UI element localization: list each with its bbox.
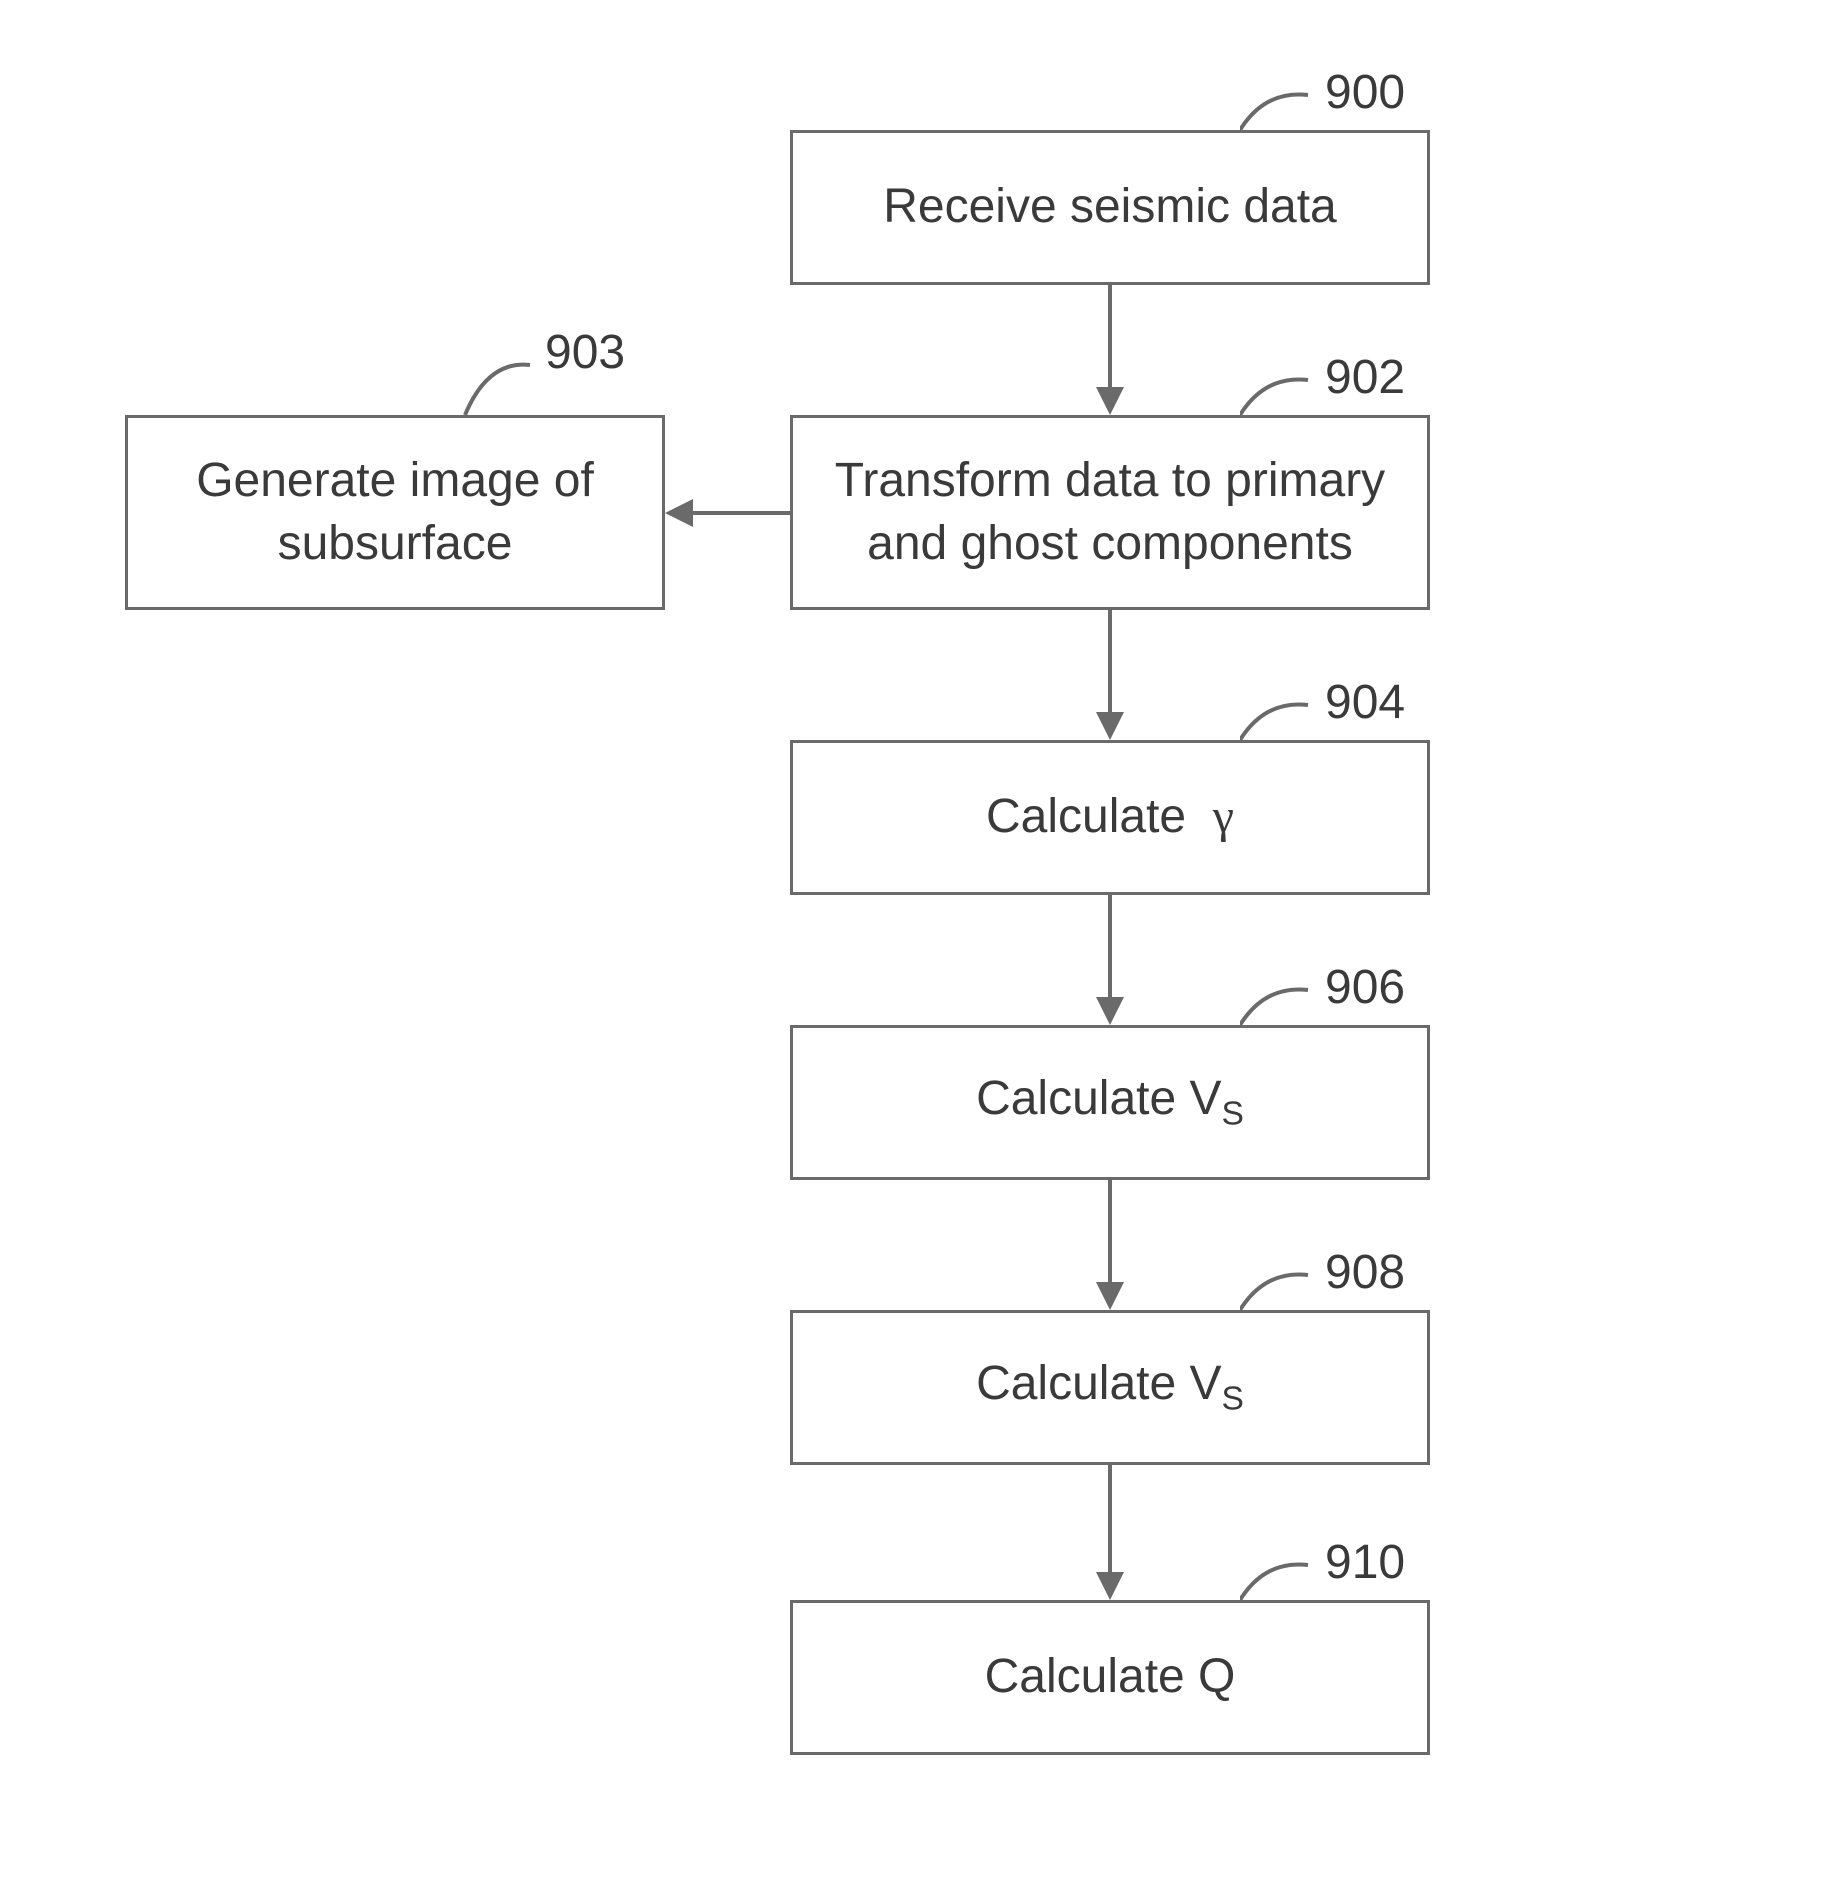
- ref-label-906: 906: [1325, 960, 1405, 1015]
- leader-910: [1240, 1555, 1330, 1605]
- ref-label-904: 904: [1325, 675, 1405, 730]
- leader-903: [458, 355, 548, 420]
- arrowhead-902-903: [665, 499, 693, 527]
- ref-label-903: 903: [545, 325, 625, 380]
- edge-902-903: [693, 511, 790, 515]
- node-calc-vs-1: Calculate VS: [790, 1025, 1430, 1180]
- arrowhead-906-908: [1096, 1282, 1124, 1310]
- node-calc-gamma: Calculate γ: [790, 740, 1430, 895]
- leader-900: [1240, 85, 1330, 135]
- node-calc-q: Calculate Q: [790, 1600, 1430, 1755]
- node-text: Calculate γ: [986, 786, 1234, 848]
- node-text: Receive seismic data: [883, 176, 1337, 238]
- node-transform-data: Transform data to primary and ghost comp…: [790, 415, 1430, 610]
- arrowhead-900-902: [1096, 387, 1124, 415]
- ref-label-900: 900: [1325, 65, 1405, 120]
- leader-906: [1240, 980, 1330, 1030]
- node-text: Transform data to primary and ghost comp…: [835, 450, 1385, 575]
- node-text: Calculate Q: [985, 1646, 1236, 1708]
- node-text: Generate image of subsurface: [196, 450, 594, 575]
- node-generate-image: Generate image of subsurface: [125, 415, 665, 610]
- ref-label-908: 908: [1325, 1245, 1405, 1300]
- flowchart-container: Receive seismic data 900 Transform data …: [0, 0, 1841, 1898]
- edge-900-902: [1108, 285, 1112, 387]
- node-text: Calculate VS: [976, 1068, 1244, 1136]
- node-receive-seismic: Receive seismic data: [790, 130, 1430, 285]
- leader-908: [1240, 1265, 1330, 1315]
- edge-902-904: [1108, 610, 1112, 712]
- leader-902: [1240, 370, 1330, 420]
- edge-904-906: [1108, 895, 1112, 997]
- arrowhead-904-906: [1096, 997, 1124, 1025]
- edge-906-908: [1108, 1180, 1112, 1282]
- ref-label-910: 910: [1325, 1535, 1405, 1590]
- node-text: Calculate VS: [976, 1353, 1244, 1421]
- arrowhead-908-910: [1096, 1572, 1124, 1600]
- arrowhead-902-904: [1096, 712, 1124, 740]
- ref-label-902: 902: [1325, 350, 1405, 405]
- node-calc-vs-2: Calculate VS: [790, 1310, 1430, 1465]
- edge-908-910: [1108, 1465, 1112, 1572]
- leader-904: [1240, 695, 1330, 745]
